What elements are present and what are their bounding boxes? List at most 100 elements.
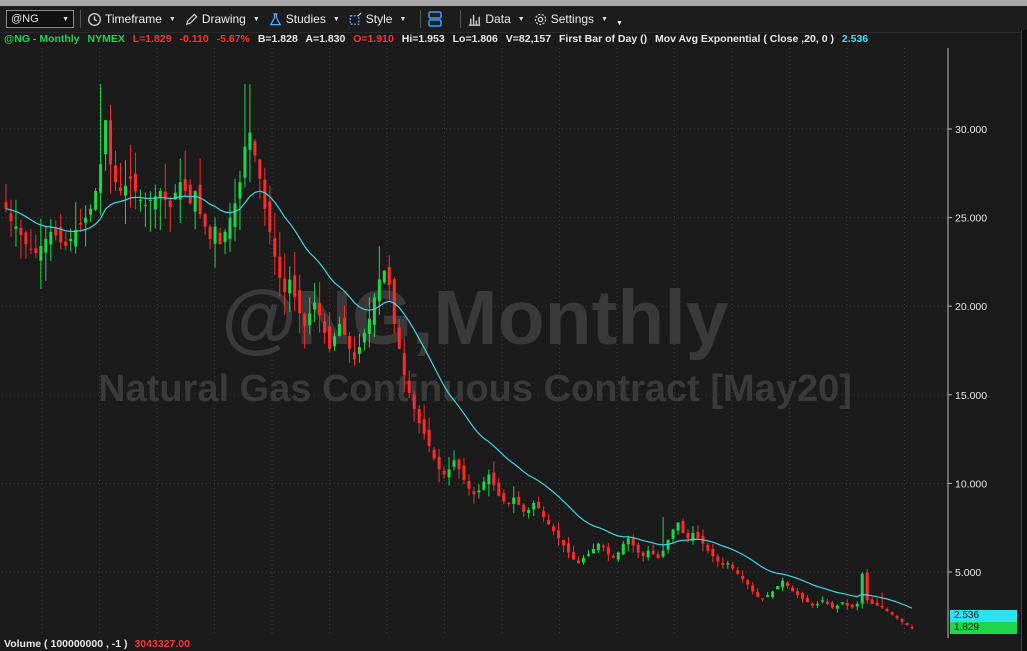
down-candle-body xyxy=(442,470,446,475)
volume-study-label: Volume ( 100000000 , -1 ) xyxy=(4,638,128,650)
down-candle-body xyxy=(183,179,187,192)
down-candle-body xyxy=(168,200,172,207)
down-candle-body xyxy=(253,141,257,156)
toolbar-divider xyxy=(460,10,462,28)
down-candle-body xyxy=(651,550,655,555)
up-candle-body xyxy=(621,543,625,555)
down-candle-body xyxy=(432,449,436,459)
up-candle-body xyxy=(372,297,376,325)
down-candle-body xyxy=(457,459,461,470)
up-candle-body xyxy=(447,469,451,478)
down-candle-body xyxy=(910,626,914,629)
down-candle-body xyxy=(397,327,401,349)
up-candle-body xyxy=(840,602,844,604)
down-candle-body xyxy=(472,491,476,495)
down-candle-body xyxy=(109,120,113,165)
down-candle-body xyxy=(343,317,347,335)
up-candle-body xyxy=(771,591,775,598)
up-candle-body xyxy=(233,203,237,227)
down-candle-body xyxy=(198,184,202,215)
timeframe-label: Timeframe xyxy=(105,12,162,26)
up-candle-body xyxy=(178,182,182,200)
overflow-menu-icon[interactable]: ▼ xyxy=(615,19,623,27)
y-axis-tick-label: 5.000 xyxy=(955,567,981,579)
down-candle-body xyxy=(825,601,829,604)
down-candle-body xyxy=(29,248,33,250)
down-candle-body xyxy=(133,173,137,192)
volume-pane-header: Volume ( 100000000 , -1 ) 3043327.00 xyxy=(4,638,190,650)
drawing-label: Drawing xyxy=(201,12,246,26)
data-label: Data xyxy=(485,12,511,26)
down-candle-body xyxy=(412,394,416,409)
down-candle-body xyxy=(895,616,899,619)
symbol-dropdown-icon[interactable]: ▼ xyxy=(62,15,69,23)
down-candle-body xyxy=(830,602,834,608)
layout-icon xyxy=(428,11,443,27)
study-name: Mov Avg Exponential ( Close ,20, 0 ) xyxy=(655,33,834,45)
timeframe-button[interactable]: Timeframe ▼ xyxy=(87,12,176,27)
down-candle-body xyxy=(59,226,63,243)
open-price: O=1.910 xyxy=(353,33,394,45)
settings-button[interactable]: Settings ▼ xyxy=(533,12,608,27)
down-candle-body xyxy=(796,591,800,596)
volume-study-value: 3043327.00 xyxy=(134,638,190,650)
down-candle-body xyxy=(163,191,167,200)
down-candle-body xyxy=(427,429,431,447)
up-candle-body xyxy=(776,586,780,590)
up-candle-body xyxy=(153,196,157,210)
y-axis-tick-label: 20.000 xyxy=(955,301,987,313)
up-candle-body xyxy=(44,238,48,253)
style-button[interactable]: Style ▼ xyxy=(348,12,406,27)
up-candle-body xyxy=(452,460,456,467)
down-candle-body xyxy=(318,303,322,316)
down-candle-body xyxy=(347,335,351,349)
first-bar-label: First Bar of Day () xyxy=(558,33,648,45)
up-candle-body xyxy=(527,509,531,513)
y-axis-tick-label: 15.000 xyxy=(955,390,987,402)
up-candle-body xyxy=(333,336,337,347)
chevron-down-icon: ▼ xyxy=(601,15,608,23)
down-candle-body xyxy=(696,531,700,539)
drawing-button[interactable]: Drawing ▼ xyxy=(184,12,260,27)
studies-label: Studies xyxy=(285,12,326,26)
down-candle-body xyxy=(218,232,222,245)
up-candle-body xyxy=(855,603,859,607)
down-candle-body xyxy=(273,238,277,257)
up-candle-body xyxy=(49,231,53,245)
up-candle-body xyxy=(532,502,536,510)
up-candle-body xyxy=(238,182,242,199)
down-candle-body xyxy=(298,290,302,314)
down-candle-body xyxy=(800,593,804,599)
studies-button[interactable]: Studies ▼ xyxy=(268,12,340,27)
right-side-panel xyxy=(1021,30,1027,651)
symbol-input[interactable]: @NG ▼ xyxy=(6,10,74,28)
down-candle-body xyxy=(890,612,894,615)
up-candle-body xyxy=(69,238,73,242)
down-candle-body xyxy=(402,353,406,376)
up-candle-body xyxy=(676,522,680,531)
down-candle-body xyxy=(656,554,660,558)
down-candle-body xyxy=(557,530,561,539)
down-candle-body xyxy=(437,456,441,470)
down-candle-body xyxy=(686,533,690,539)
down-candle-body xyxy=(571,552,575,560)
layout-button[interactable] xyxy=(427,10,446,28)
down-candle-body xyxy=(711,548,715,557)
up-candle-body xyxy=(213,226,217,244)
up-candle-body xyxy=(581,557,585,563)
down-candle-body xyxy=(850,604,854,608)
chevron-down-icon: ▼ xyxy=(332,15,340,23)
down-candle-body xyxy=(128,176,132,179)
price-chart[interactable]: 30.000 25.000 20.000 15.000 10.000 5.000 xyxy=(0,48,1020,638)
down-candle-body xyxy=(497,482,501,496)
up-candle-body xyxy=(104,120,108,155)
up-candle-body xyxy=(362,332,366,343)
up-candle-body xyxy=(482,481,486,490)
up-candle-body xyxy=(781,580,785,588)
down-candle-body xyxy=(845,602,849,606)
up-candle-body xyxy=(766,595,770,597)
down-candle-body xyxy=(258,159,262,179)
up-candle-body xyxy=(89,208,93,215)
data-button[interactable]: Data ▼ xyxy=(467,12,525,27)
down-candle-body xyxy=(517,496,521,505)
